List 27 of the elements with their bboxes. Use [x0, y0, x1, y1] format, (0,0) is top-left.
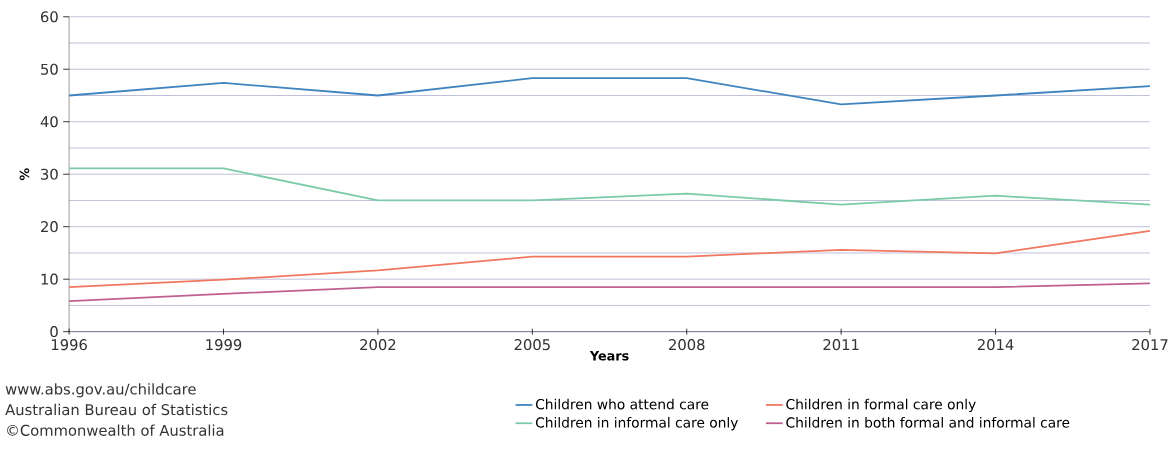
x-tick-label: 2011 [823, 339, 859, 351]
y-tick-label: 10 [41, 273, 58, 285]
x-tick-label: 2008 [669, 339, 705, 351]
y-tick-label: 0 [50, 326, 58, 338]
y-tick-label: 40 [40, 116, 58, 128]
text: www.abs.gov.au/childcare [5, 383, 196, 398]
legend-label: Children who attend care [535, 398, 709, 410]
x-tick-label: 2005 [514, 339, 550, 351]
text: ©Commonwealth of Australia [7, 424, 224, 436]
text: Australian Bureau of Statistics [5, 403, 228, 416]
x-tick-label: 1999 [206, 339, 242, 351]
y-tick-label: 20 [41, 221, 58, 233]
line-series [68, 77, 1151, 106]
line-series [68, 229, 1151, 288]
legend-label: Children in both formal and informal care [786, 417, 1070, 428]
line-series [68, 167, 1151, 206]
x-tick-label: 2002 [360, 339, 396, 351]
x-axis-title: Years [589, 351, 629, 361]
x-tick-label: 2017 [1132, 339, 1168, 351]
y-tick-label: 30 [41, 168, 58, 180]
x-tick-label: 2014 [977, 339, 1014, 351]
y-axis-title: % [19, 168, 30, 181]
legend-label: Children in formal care only [786, 398, 976, 413]
y-tick-label: 60 [41, 11, 58, 23]
legend-label: Children in informal care only [535, 417, 738, 431]
x-tick-label: 1996 [51, 339, 87, 351]
y-tick-label: 50 [41, 63, 58, 75]
